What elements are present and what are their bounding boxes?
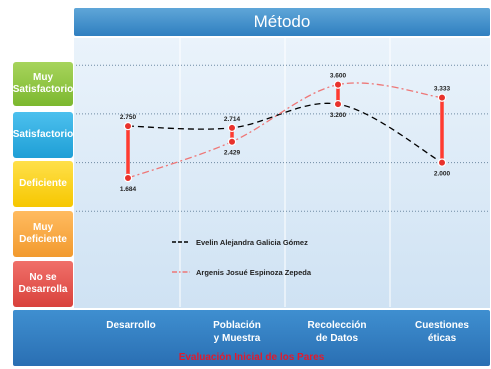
level-muy-satisfactorio: Muy Satisfactorio xyxy=(13,62,73,106)
data-point xyxy=(227,137,237,146)
legend-label: Argenis Josué Espinoza Zepeda xyxy=(196,268,312,277)
x-tick-poblacion: Población y Muestra xyxy=(197,319,277,345)
x-tick-cuestiones: Cuestiones éticas xyxy=(402,319,482,345)
series-line xyxy=(127,82,443,179)
x-tick-line: éticas xyxy=(427,333,457,344)
level-deficiente: Deficiente xyxy=(13,161,73,207)
data-point xyxy=(123,121,133,131)
level-no-se-desarrolla: No se Desarrolla xyxy=(13,261,73,307)
data-label: 2.000 xyxy=(434,171,451,178)
data-label: 3.333 xyxy=(434,86,451,93)
x-axis-bar: Desarrollo Población y Muestra Recolecci… xyxy=(13,310,490,366)
x-tick-line: Población xyxy=(213,320,261,331)
x-tick-recoleccion: Recolección de Datos xyxy=(297,319,377,345)
x-tick-line: Desarrollo xyxy=(106,320,156,331)
x-tick-line: de Datos xyxy=(315,333,359,344)
x-tick-line: Recolección xyxy=(307,320,367,331)
data-point xyxy=(437,93,447,102)
series-line xyxy=(127,102,443,164)
data-point xyxy=(227,123,237,133)
legend-label: Evelin Alejandra Galicia Gómez xyxy=(196,238,308,247)
data-point xyxy=(437,158,447,167)
data-label: 1.684 xyxy=(120,186,137,193)
data-label: 2.750 xyxy=(120,114,137,121)
data-point xyxy=(123,173,133,183)
data-point xyxy=(333,99,343,109)
chart-title: Método xyxy=(253,12,311,31)
x-tick-desarrollo: Desarrollo xyxy=(91,319,171,332)
data-label: 2.429 xyxy=(224,150,241,157)
data-label: 3.600 xyxy=(330,73,347,80)
x-tick-line: y Muestra xyxy=(213,333,261,344)
level-muy-deficiente: Muy Deficiente xyxy=(13,211,73,257)
level-satisfactorio: Satisfactorio xyxy=(13,112,73,158)
x-axis-title: Evaluación Inicial de los Pares xyxy=(178,352,325,363)
data-label: 2.714 xyxy=(224,116,241,123)
data-label: 3.200 xyxy=(330,112,347,119)
data-point xyxy=(333,80,343,89)
chart-title-bar: Método xyxy=(74,8,490,36)
x-tick-line: Cuestiones xyxy=(415,320,469,331)
